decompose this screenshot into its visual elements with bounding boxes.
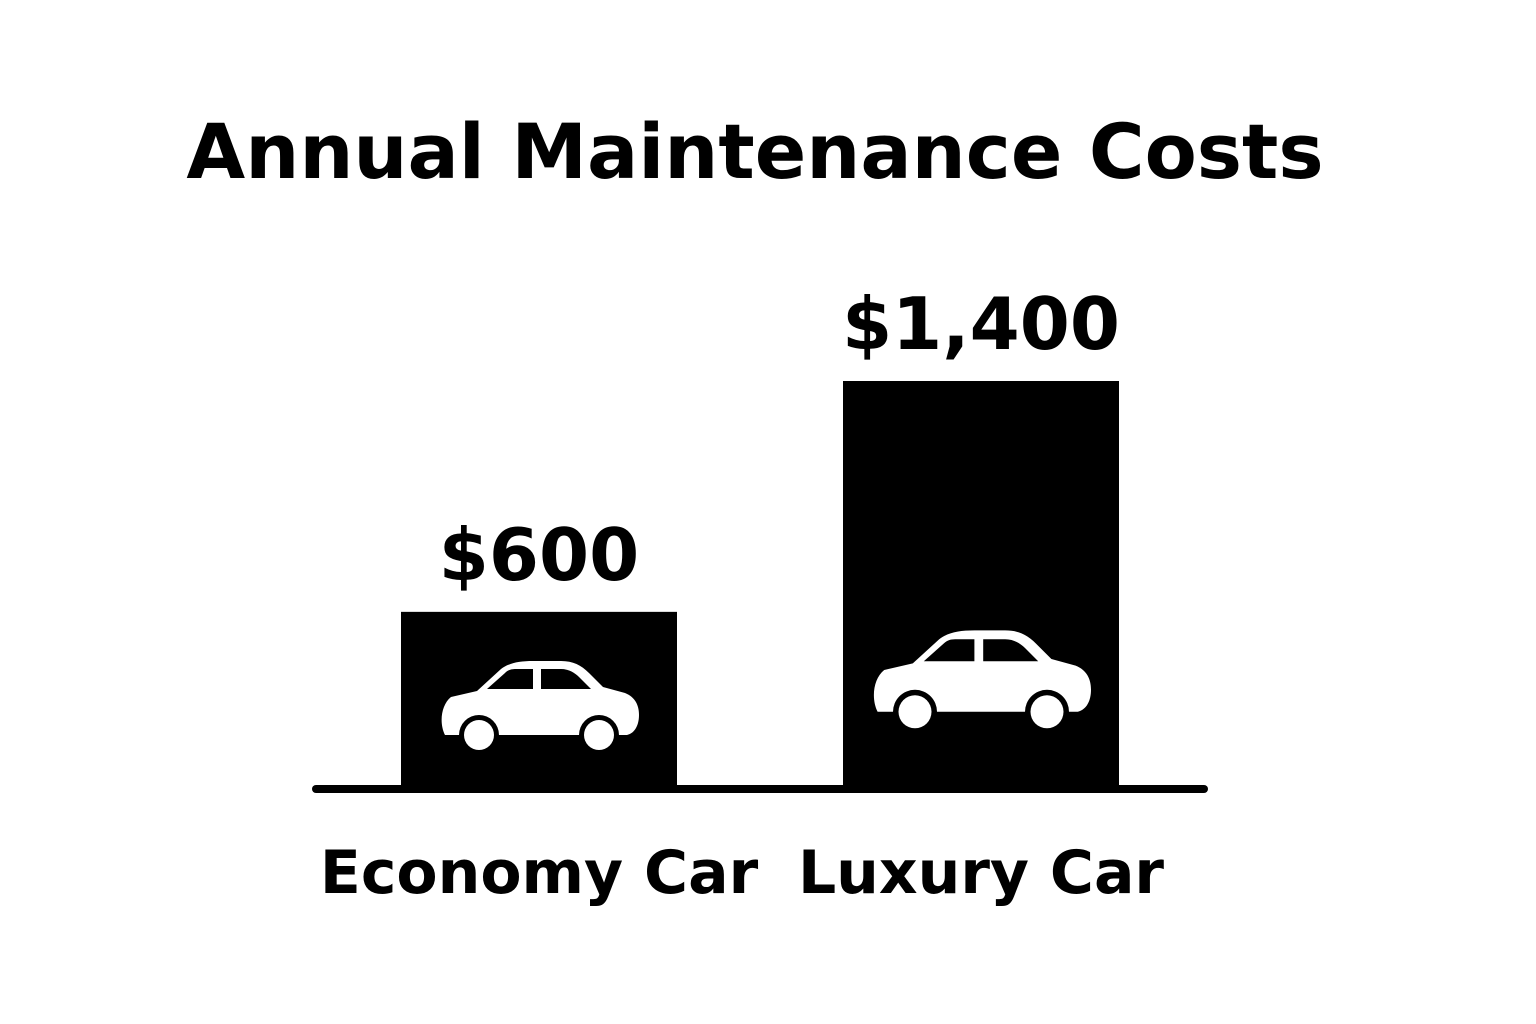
value-labels-layer: $600 $1,400 xyxy=(439,282,1120,597)
category-tick-label: Luxury Car xyxy=(798,838,1164,908)
icons-layer xyxy=(441,630,1091,755)
category-labels-layer: Economy Car Luxury Car xyxy=(320,838,1165,908)
car-icon xyxy=(441,661,639,755)
bar-value-label: $1,400 xyxy=(842,282,1120,366)
bar-value-label: $600 xyxy=(439,513,639,597)
category-tick-label: Economy Car xyxy=(320,838,759,908)
chart-title: Annual Maintenance Costs xyxy=(186,107,1323,196)
car-icon xyxy=(873,630,1091,734)
bar-luxury-car xyxy=(843,381,1119,785)
